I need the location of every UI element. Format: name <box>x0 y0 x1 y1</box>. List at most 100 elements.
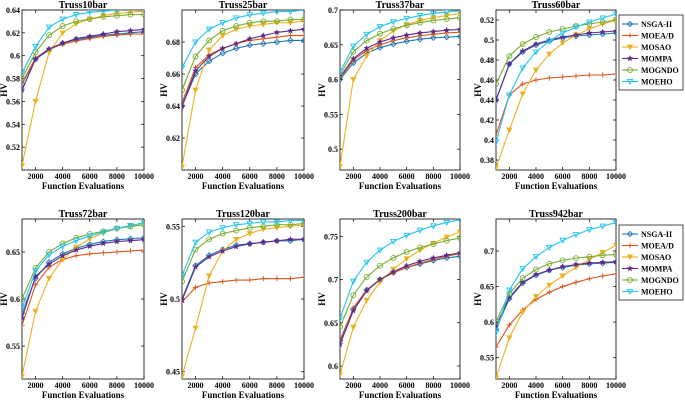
data-point-moea-d <box>22 80 25 86</box>
data-point-mosao <box>192 325 199 332</box>
data-point-mompa <box>349 55 357 62</box>
plot-frame <box>181 218 305 380</box>
x-tick-label: 6000 <box>242 172 258 181</box>
data-point-moea-d <box>73 253 79 259</box>
data-point-mompa <box>389 34 397 41</box>
data-point-mogndo <box>430 241 437 248</box>
plus-marker <box>586 276 592 282</box>
plus-marker <box>613 271 616 277</box>
diamond-marker <box>287 37 294 44</box>
plus-marker <box>233 277 239 283</box>
triangle-down-open-marker <box>559 237 567 244</box>
data-point-mompa <box>443 26 451 34</box>
data-point-mogndo <box>390 254 397 261</box>
data-point-moea-d <box>260 276 266 282</box>
series-line-mompa <box>182 28 304 107</box>
triangle-down-open-marker <box>182 65 186 72</box>
triangle-down-marker <box>532 294 540 300</box>
x-axis-label: Function Evaluations <box>359 181 442 191</box>
circle-marker <box>506 53 513 59</box>
data-point-mogndo <box>559 26 566 32</box>
star-marker <box>45 45 53 52</box>
triangle-down-open-marker <box>205 229 213 236</box>
data-point-mosao <box>182 164 186 170</box>
data-point-mogndo <box>417 19 423 26</box>
legend-marker <box>626 20 634 28</box>
data-point-mogndo <box>546 29 553 35</box>
legend-marker <box>626 230 634 238</box>
data-point-moeho <box>585 227 593 234</box>
triangle-down-open-marker <box>349 278 357 285</box>
star-marker <box>599 28 607 35</box>
legend-entry-nsga-ii: NSGA-II <box>622 230 672 239</box>
data-point-moeho <box>72 12 80 19</box>
data-point-moeho <box>363 31 371 38</box>
data-point-mompa <box>349 307 357 314</box>
star-marker <box>22 314 26 321</box>
diamond-marker <box>403 38 410 45</box>
data-point-moea-d <box>141 31 144 37</box>
triangle-down-marker <box>519 309 526 316</box>
data-point-moea-d <box>340 75 343 81</box>
data-point-moeho <box>416 227 424 234</box>
star-marker <box>59 252 67 259</box>
data-point-mompa <box>612 258 616 265</box>
x-axis-label: Function Evaluations <box>515 181 598 191</box>
legend-label: MOGNDO <box>641 276 679 285</box>
x-tick-label: 10000 <box>294 172 314 181</box>
triangle-down-marker <box>182 164 186 170</box>
data-point-nsga-ii <box>140 234 144 242</box>
x-tick-label: 4000 <box>372 381 388 390</box>
triangle-down-open-marker <box>86 233 94 240</box>
data-point-mogndo <box>219 27 226 34</box>
series-line-mompa <box>496 30 616 101</box>
circle-marker <box>573 255 579 262</box>
series-line-moeho <box>496 13 616 143</box>
data-point-moeho <box>219 20 227 27</box>
data-point-nsga-ii <box>219 49 226 57</box>
triangle-down-open-marker <box>72 238 80 245</box>
circle-marker <box>519 275 526 281</box>
data-point-mogndo <box>519 41 526 47</box>
x-tick-label: 8000 <box>269 172 285 181</box>
triangle-down-marker <box>532 67 540 74</box>
triangle-down-open-marker <box>585 227 593 234</box>
triangle-down-open-marker <box>246 220 254 227</box>
data-point-moea-d <box>274 34 280 40</box>
y-tick-label: 0.48 <box>480 56 494 65</box>
data-point-mosao <box>559 40 566 47</box>
data-point-mompa <box>496 96 500 103</box>
y-tick-label: 0.6 <box>10 295 20 304</box>
data-point-moeho <box>612 220 616 227</box>
data-point-moea-d <box>613 271 616 277</box>
data-point-mosao <box>340 164 344 170</box>
diamond-marker <box>260 40 267 47</box>
triangle-down-marker <box>206 273 213 279</box>
data-point-moeho <box>416 13 424 20</box>
data-point-moea-d <box>247 277 253 283</box>
data-point-mogndo <box>301 16 304 23</box>
data-point-mompa <box>113 237 121 245</box>
legend-label: MOGNDO <box>641 66 679 75</box>
star-marker <box>519 278 527 286</box>
x-tick-label: 8000 <box>109 172 125 181</box>
triangle-down-marker <box>626 44 634 51</box>
data-point-moeho <box>532 254 540 261</box>
y-tick-label: 0.55 <box>6 342 20 351</box>
triangle-down-marker <box>546 282 553 289</box>
data-point-nsga-ii <box>260 40 267 47</box>
star-marker <box>349 307 357 314</box>
plus-marker <box>274 34 280 40</box>
data-point-mompa <box>532 40 540 47</box>
legend-label: NSGA-II <box>641 230 672 239</box>
triangle-down-marker <box>443 234 450 241</box>
triangle-down-open-marker <box>519 266 527 273</box>
series-line-mosao <box>340 12 460 167</box>
data-point-mompa <box>572 31 580 38</box>
diamond-marker <box>626 230 634 238</box>
triangle-down-open-marker <box>457 10 460 15</box>
circle-marker <box>206 236 213 243</box>
x-tick-label: 2000 <box>501 381 517 390</box>
star-marker <box>140 236 144 243</box>
chart-title: Truss120bar <box>216 209 270 220</box>
